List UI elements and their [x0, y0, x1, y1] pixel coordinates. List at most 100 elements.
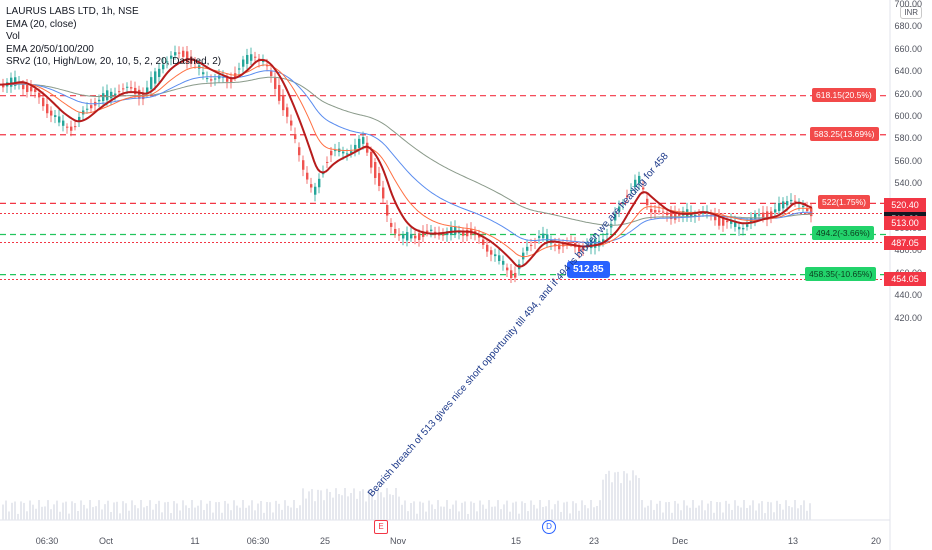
candle [654, 210, 657, 213]
volume-bar [437, 500, 439, 520]
candle [570, 242, 573, 244]
legend-ema-set[interactable]: EMA 20/50/100/200 [6, 43, 94, 55]
candle [230, 77, 233, 83]
volume-bar [29, 500, 31, 520]
volume-bar [236, 505, 238, 520]
sr-level-label[interactable]: 618.15(20.5%) [812, 87, 876, 102]
volume-bar [458, 511, 460, 520]
volume-bar [83, 504, 85, 520]
chart-legend: LAURUS LABS LTD, 1h, NSE EMA (20, close)… [6, 6, 221, 69]
ema200-line[interactable] [0, 76, 812, 226]
candle [314, 186, 317, 195]
volume-bar [791, 507, 793, 520]
candle [358, 138, 361, 148]
sr-level-label[interactable]: 494.2(-3.66%) [812, 226, 874, 241]
candle [490, 250, 493, 255]
sr-level-label[interactable]: 583.25(13.69%) [810, 126, 879, 141]
volume-bar [263, 512, 265, 520]
volume-bar [299, 505, 301, 520]
volume-bar [422, 502, 424, 520]
legend-title[interactable]: LAURUS LABS LTD, 1h, NSE [6, 6, 139, 17]
volume-bar [650, 500, 652, 520]
volume-bar [641, 500, 643, 520]
price-callout[interactable]: 512.85 [567, 261, 610, 278]
volume-bar [701, 500, 703, 520]
volume-bar [707, 503, 709, 520]
candle [178, 52, 181, 54]
volume-bar [809, 503, 811, 520]
candle [130, 87, 133, 89]
volume-bar [563, 502, 565, 520]
volume-bar [734, 500, 736, 520]
currency-badge[interactable]: INR [900, 6, 922, 19]
price-axis-label[interactable]: 520.40 [884, 198, 926, 213]
legend-volume[interactable]: Vol [6, 31, 20, 42]
sr-level-label[interactable]: 522(1.75%) [818, 195, 870, 210]
volume-bar [743, 500, 745, 520]
candle [462, 231, 465, 236]
legend-srv2[interactable]: SRv2 (10, High/Low, 20, 10, 5, 2, 20, Da… [6, 56, 222, 67]
price-axis-label[interactable]: 487.05 [884, 235, 926, 250]
volume-bar [374, 499, 376, 520]
candle [754, 213, 757, 220]
volume-bar [182, 500, 184, 520]
volume-bar [680, 510, 682, 520]
candle [50, 110, 53, 116]
candle [634, 179, 637, 188]
volume-bar [584, 505, 586, 520]
volume-bar [230, 510, 232, 520]
volume-bar [410, 503, 412, 520]
candle [10, 77, 13, 87]
candle [786, 201, 789, 206]
volume-bar [455, 500, 457, 520]
candle [294, 134, 297, 140]
volume-bar [164, 502, 166, 520]
candle [210, 79, 213, 81]
candle [146, 87, 149, 95]
candle [166, 61, 169, 63]
volume-bar [683, 500, 685, 520]
volume-bar [788, 506, 790, 520]
volume-bar [77, 511, 79, 520]
volume-bar [638, 478, 640, 520]
candle [86, 108, 89, 110]
candle [282, 94, 285, 111]
volume-bar [632, 470, 634, 520]
volume-bar [488, 500, 490, 520]
sr-level-label[interactable]: 458.35(-10.65%) [805, 266, 877, 281]
ema50-line[interactable] [0, 64, 813, 258]
volume-bar [143, 507, 145, 520]
volume-bar [245, 507, 247, 520]
volume-bar [302, 488, 304, 520]
candle [650, 208, 653, 213]
x-tick-label: 13 [787, 536, 799, 546]
candle [678, 213, 681, 216]
volume-bar [248, 505, 250, 520]
candle [62, 120, 65, 126]
volume-bar [524, 503, 526, 520]
price-axis-label[interactable]: 513.00 [884, 216, 926, 231]
candle [770, 211, 773, 217]
candle [250, 54, 253, 61]
volume-bar [146, 505, 148, 520]
volume-bar [194, 507, 196, 520]
volume-bar [293, 500, 295, 520]
volume-bar [203, 510, 205, 520]
ema100-line[interactable] [0, 70, 812, 244]
price-axis-label[interactable]: 454.05 [884, 272, 926, 287]
dividend-event-icon[interactable]: D [542, 520, 556, 534]
y-tick-label: 640.00 [894, 66, 922, 77]
volume-bar [773, 512, 775, 520]
candle [182, 50, 185, 57]
candle [674, 212, 677, 220]
volume-bar [737, 505, 739, 520]
volume-bar [767, 501, 769, 520]
candle [602, 239, 605, 242]
earnings-event-icon[interactable]: E [374, 520, 388, 534]
candle [158, 68, 161, 78]
legend-ema20[interactable]: EMA (20, close) [6, 18, 77, 30]
ema20-line[interactable] [0, 58, 813, 268]
volume-bar [413, 501, 415, 520]
candle [14, 77, 17, 86]
